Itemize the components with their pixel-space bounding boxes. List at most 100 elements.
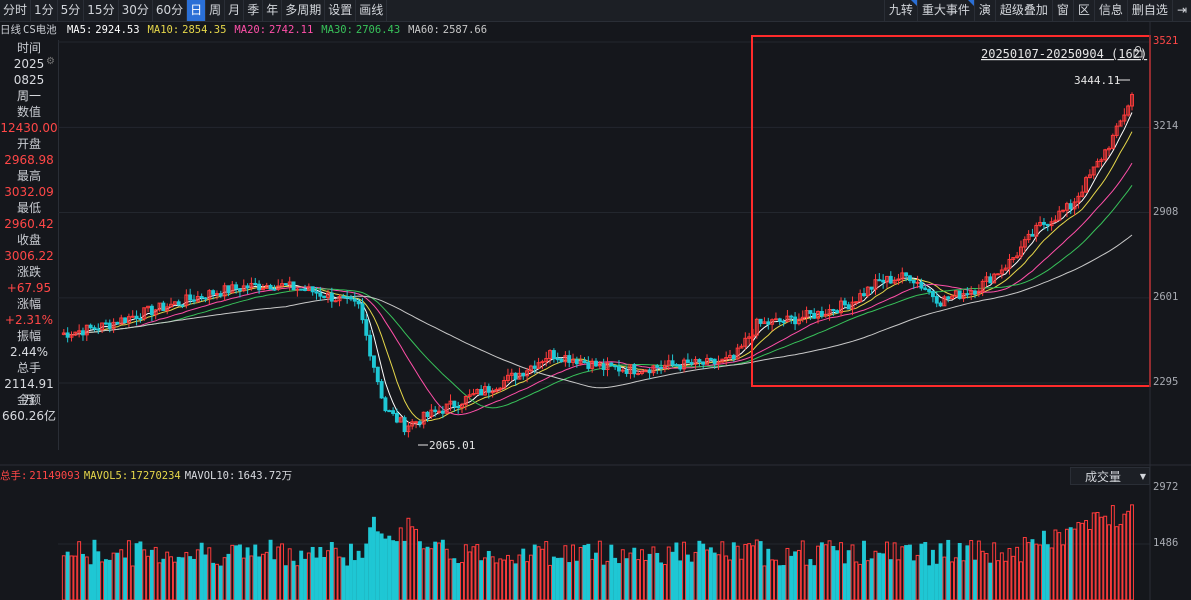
candle-body [490, 391, 495, 394]
volume-bar [176, 556, 181, 600]
period-tab[interactable]: 日 [187, 0, 207, 21]
candle-body [574, 359, 579, 365]
candle-body [272, 288, 277, 291]
candle-body [513, 372, 518, 380]
info-label: 涨幅 [16, 297, 41, 311]
candle-body [624, 369, 629, 374]
volume-bar [387, 535, 392, 600]
candle-body [96, 328, 101, 331]
volume-bar [988, 562, 993, 600]
volume-legend-item: MAVOL10: 1643.72万 [185, 470, 292, 482]
candle-body [425, 411, 430, 418]
candle-body [486, 386, 491, 393]
period-toolbar: 分时 1分 5分 15分 30分 60分日周月季年多周期 设置 画线 [0, 0, 1191, 22]
volume-bar [360, 557, 365, 600]
candle-body [716, 361, 721, 365]
selection-range-box[interactable] [751, 35, 1151, 387]
candle-body [268, 285, 273, 290]
period-tab[interactable]: 15分 [84, 0, 119, 21]
candle-body [1076, 195, 1081, 203]
toolbar-tool[interactable]: 超级叠加 [994, 0, 1052, 21]
volume-bar [808, 559, 813, 600]
toolbar-tool[interactable]: 区 [1072, 0, 1094, 21]
volume-bar [854, 561, 859, 600]
volume-bar [888, 559, 893, 600]
volume-bar [992, 542, 997, 600]
toolbar-tool[interactable]: 信息 [1093, 0, 1127, 21]
candle-body [988, 276, 993, 284]
volume-bar [789, 555, 794, 600]
volume-bar [463, 544, 468, 600]
period-tab[interactable]: 60分 [153, 0, 188, 21]
exit-icon[interactable]: ⇥ [1171, 0, 1191, 21]
candle-body [1053, 219, 1058, 223]
period-tab[interactable]: 多周期 [282, 0, 326, 21]
gear-icon[interactable]: ⚙ [46, 56, 55, 67]
info-value: +2.31% [4, 313, 54, 327]
volume-bar [1084, 520, 1089, 600]
volume-bar [643, 559, 648, 600]
period-tab[interactable]: 分时 [0, 0, 32, 21]
candle-body [107, 322, 112, 329]
candle-body [816, 310, 821, 319]
info-label: 总手 [16, 361, 41, 375]
candle-body [862, 293, 866, 297]
period-tab[interactable]: 设置 [325, 0, 357, 21]
volume-bar [961, 560, 966, 600]
candle-body [678, 365, 683, 370]
volume-bar [858, 563, 863, 600]
volume-bar [1091, 512, 1096, 600]
volume-bar [1007, 548, 1012, 600]
candle-body [475, 389, 480, 395]
toolbar-tool[interactable]: 删自选 [1126, 0, 1172, 21]
volume-bar [705, 549, 709, 600]
volume-bar [1126, 510, 1131, 600]
volume-bar [770, 559, 775, 600]
volume-bar [796, 549, 801, 600]
volume-bar [303, 558, 307, 600]
period-tab[interactable]: 30分 [119, 0, 153, 21]
candle-body [1034, 224, 1039, 237]
volume-bar [620, 549, 625, 600]
period-tab[interactable]: 年 [263, 0, 283, 21]
info-label: 开盘 [16, 137, 41, 151]
toolbar-tool[interactable]: 重大事件 [916, 0, 974, 21]
period-tab[interactable]: 5分 [58, 0, 85, 21]
candle-body [919, 281, 924, 289]
candle-body [854, 301, 859, 304]
toolbar-tool[interactable]: 演 [973, 0, 995, 21]
info-value: 2968.98 [4, 153, 54, 167]
volume-bar [731, 542, 736, 600]
info-label: 金额 [16, 393, 41, 407]
info-value: 2.44% [9, 345, 49, 359]
toolbar-tool[interactable]: 九转 [883, 0, 917, 21]
toolbar-tool[interactable]: 窗 [1051, 0, 1073, 21]
volume-bar [896, 559, 901, 600]
volume-bar [712, 552, 717, 600]
candle-body [666, 360, 671, 366]
candle-body [819, 310, 824, 317]
candle-body [1068, 203, 1073, 210]
candle-body [157, 302, 162, 311]
volume-bar [433, 541, 438, 600]
candle-body [203, 297, 208, 300]
period-tab[interactable]: 周 [206, 0, 226, 21]
period-tab[interactable]: 季 [244, 0, 264, 21]
volume-bar [525, 561, 530, 600]
lock-icon[interactable] [1133, 46, 1143, 58]
period-tab[interactable]: 画线 [356, 0, 388, 21]
range-label[interactable]: 20250107-20250904 (162) [981, 47, 1147, 61]
volume-indicator-dropdown[interactable]: 成交量 ▼ [1070, 467, 1150, 485]
volume-legend: 总手: 21149093 MAVOL5: 17270234 MAVOL10: 1643.7… [0, 468, 296, 483]
volume-bar [349, 543, 353, 600]
period-tab[interactable]: 1分 [31, 0, 58, 21]
volume-bar [571, 544, 575, 600]
candle-body [632, 364, 637, 375]
volume-bar [670, 551, 675, 600]
volume-bar [1080, 522, 1085, 600]
period-tab[interactable]: 月 [225, 0, 245, 21]
candle-body [900, 272, 905, 280]
candle-body [146, 305, 151, 309]
candle-body [456, 405, 461, 408]
